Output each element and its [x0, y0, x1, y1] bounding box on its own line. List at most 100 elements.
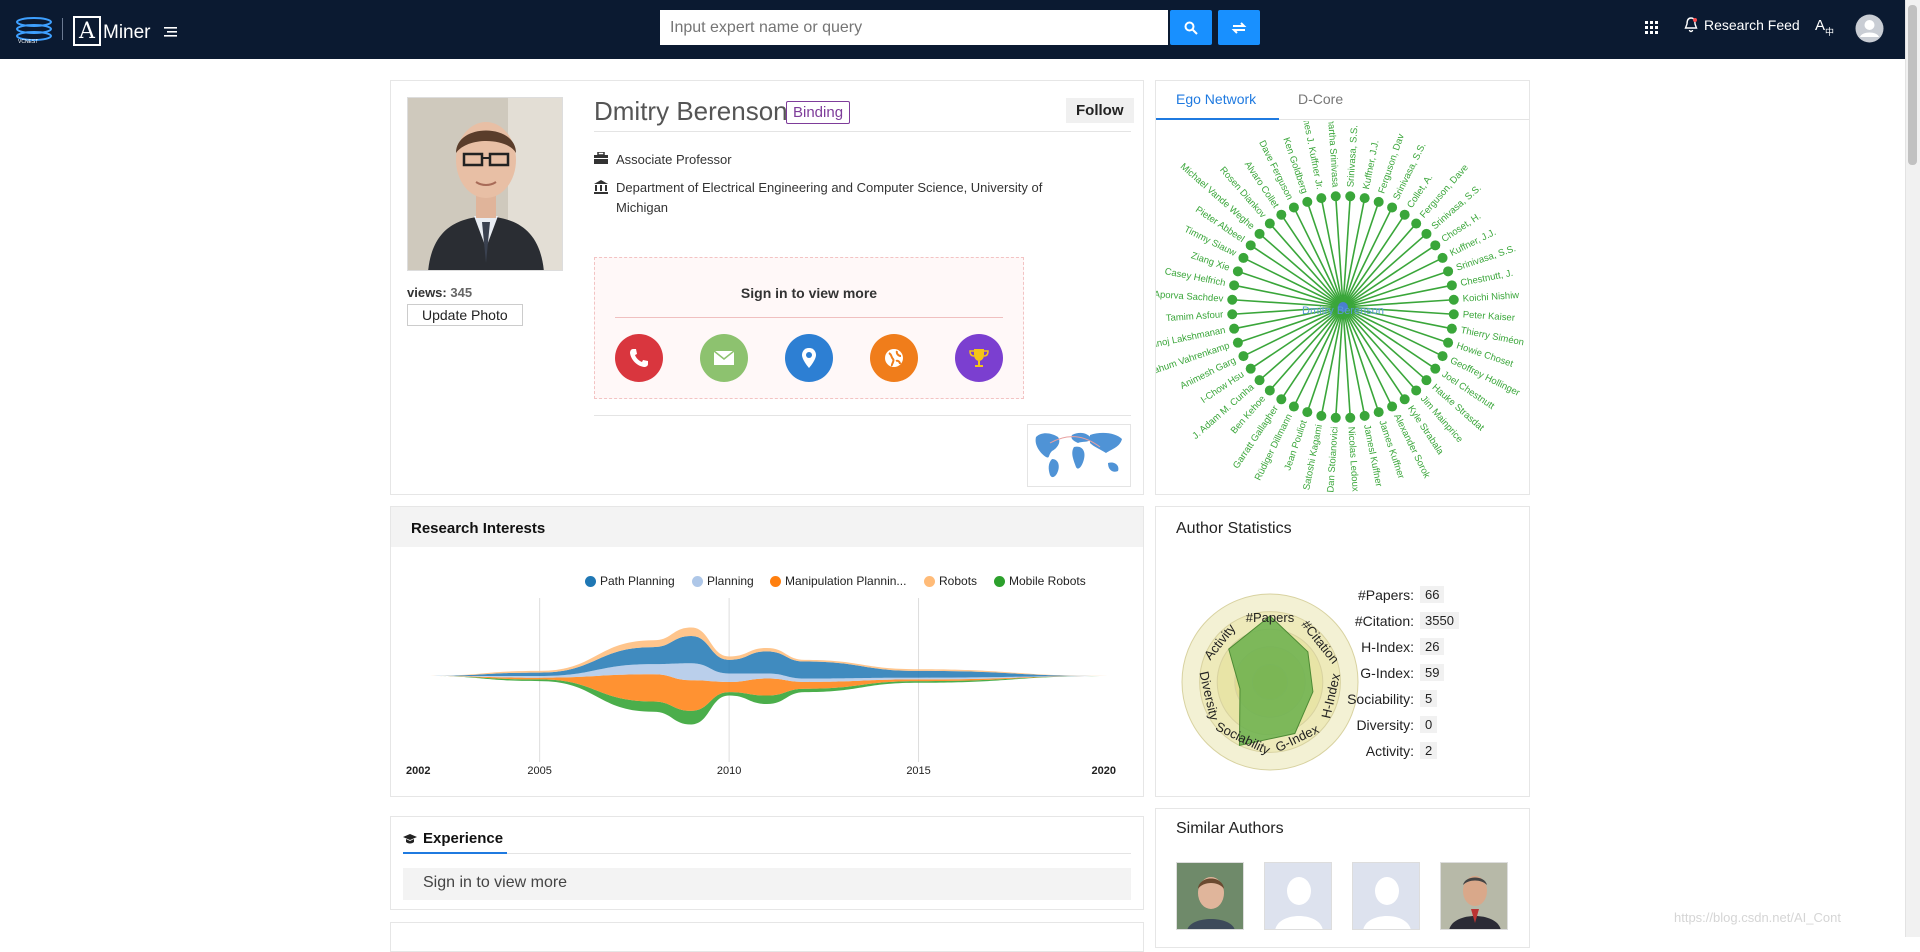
streamgraph-layer[interactable]: [426, 676, 1108, 725]
ego-network-node[interactable]: [1238, 351, 1249, 362]
ego-network-node[interactable]: [1227, 309, 1238, 320]
search-input[interactable]: [660, 10, 1168, 45]
research-feed-link[interactable]: Research Feed: [1684, 17, 1800, 33]
legend-path-planning[interactable]: Path Planning: [585, 574, 675, 588]
ego-network-node[interactable]: [1276, 394, 1287, 405]
ego-network-node[interactable]: [1421, 375, 1432, 386]
ego-network-node[interactable]: [1345, 191, 1356, 202]
ego-network-node[interactable]: [1238, 252, 1249, 263]
ego-network-node[interactable]: [1316, 193, 1327, 204]
ego-network-node[interactable]: [1411, 385, 1422, 396]
tab-ego-network[interactable]: Ego Network: [1176, 91, 1257, 107]
ego-network-node[interactable]: [1302, 407, 1313, 418]
world-map-thumbnail[interactable]: [1027, 424, 1131, 487]
similar-author-avatar[interactable]: [1176, 862, 1244, 930]
ego-network-node[interactable]: [1359, 193, 1370, 204]
follow-button[interactable]: Follow: [1066, 98, 1134, 123]
streamgraph-layers[interactable]: [426, 627, 1108, 725]
phone-button[interactable]: [615, 334, 663, 382]
ego-network-node[interactable]: [1245, 240, 1256, 251]
ego-network-node[interactable]: [1430, 240, 1441, 251]
streamgraph-layer[interactable]: [426, 663, 1108, 682]
ego-network-node[interactable]: [1437, 252, 1448, 263]
location-button[interactable]: [785, 334, 833, 382]
ego-network-node[interactable]: [1276, 209, 1287, 220]
ego-network-node[interactable]: [1316, 410, 1327, 421]
scrollbar-thumb[interactable]: [1908, 5, 1917, 165]
ego-network-node[interactable]: [1359, 410, 1370, 421]
ego-network-node[interactable]: [1330, 412, 1341, 423]
ego-network-node-label[interactable]: Srinivasa, S.S.: [1345, 125, 1360, 188]
aminer-logo[interactable]: A Miner: [73, 12, 151, 46]
page-scrollbar[interactable]: [1905, 0, 1920, 937]
search-button[interactable]: [1170, 10, 1212, 45]
ego-network-node[interactable]: [1437, 351, 1448, 362]
ego-network-node[interactable]: [1443, 337, 1454, 348]
ego-network-node[interactable]: [1448, 294, 1459, 305]
legend-planning[interactable]: Planning: [692, 574, 754, 588]
ego-network-node[interactable]: [1446, 323, 1457, 334]
update-photo-button[interactable]: Update Photo: [407, 304, 523, 326]
ego-network-node[interactable]: [1229, 323, 1240, 334]
menu-icon[interactable]: [164, 27, 177, 37]
legend-manipulation-planning[interactable]: Manipulation Plannin...: [770, 574, 906, 588]
ego-network-node[interactable]: [1288, 401, 1299, 412]
similar-author-avatar[interactable]: [1440, 862, 1508, 930]
similar-author-avatar[interactable]: [1264, 862, 1332, 930]
ego-network-node[interactable]: [1387, 401, 1398, 412]
ego-network-node[interactable]: [1264, 385, 1275, 396]
legend-robots[interactable]: Robots: [924, 574, 977, 588]
ego-network-node[interactable]: [1446, 280, 1457, 291]
ego-network-node[interactable]: [1288, 202, 1299, 213]
ego-network-node[interactable]: [1254, 228, 1265, 239]
ego-network-node[interactable]: [1399, 209, 1410, 220]
ego-network-node[interactable]: [1330, 191, 1341, 202]
legend-mobile-robots[interactable]: Mobile Robots: [994, 574, 1086, 588]
ego-network-center-node[interactable]: [1338, 302, 1348, 312]
ego-network-node[interactable]: [1232, 266, 1243, 277]
tab-d-core[interactable]: D-Core: [1298, 91, 1344, 107]
ego-network-node[interactable]: [1345, 412, 1356, 423]
ego-network-node[interactable]: [1399, 394, 1410, 405]
ego-network-node[interactable]: [1264, 218, 1275, 229]
ego-network-node[interactable]: [1254, 375, 1265, 386]
email-button[interactable]: [700, 334, 748, 382]
contact-sign-in-link[interactable]: Sign in to view more: [740, 285, 878, 301]
homepage-button[interactable]: [870, 334, 918, 382]
ego-network-graph[interactable]: Srinivasa, S.S. Kuffner, J.J.Ferguson, Da…: [1156, 121, 1529, 494]
ego-network-node[interactable]: [1443, 266, 1454, 277]
ego-network-node[interactable]: [1232, 337, 1243, 348]
ego-network-node-label[interactable]: Koichi Nishiw: [1462, 290, 1519, 305]
research-interests-streamgraph[interactable]: 2002 2005 2010 2015 2020: [391, 590, 1143, 790]
awards-button[interactable]: [955, 334, 1003, 382]
apps-grid-icon[interactable]: [1645, 21, 1659, 35]
ego-network-node-label[interactable]: Tamim Asfour: [1165, 309, 1223, 324]
ego-network-node-label[interactable]: Peter Kaiser: [1462, 309, 1515, 323]
ego-network-node-label[interactable]: Chestnutt, J.: [1460, 268, 1514, 289]
ego-network-node[interactable]: [1245, 363, 1256, 374]
ego-network-node[interactable]: [1229, 280, 1240, 291]
ego-network-node[interactable]: [1227, 294, 1238, 305]
author-statistics-radar[interactable]: #Papers #CitationH-IndexG-IndexSociabilit…: [1170, 582, 1370, 782]
ego-network-node[interactable]: [1302, 196, 1313, 207]
ego-network-node-label[interactable]: Aporva Sachdev: [1156, 289, 1224, 305]
similar-author-avatar[interactable]: [1352, 862, 1420, 930]
ego-network-node[interactable]: [1430, 363, 1441, 374]
ego-network-node[interactable]: [1387, 202, 1398, 213]
ego-network-node[interactable]: [1373, 196, 1384, 207]
ego-network-node[interactable]: [1373, 407, 1384, 418]
ego-network-node-label[interactable]: Dan Stoianovici: [1325, 426, 1340, 493]
aminer-wave-logo[interactable]: VCNEST: [14, 14, 54, 44]
ego-network-node-label[interactable]: Nicolas Ledoux: [1345, 426, 1360, 492]
switch-search-button[interactable]: [1218, 10, 1260, 45]
streamgraph-layer[interactable]: [426, 674, 1108, 711]
ego-network-node[interactable]: [1421, 228, 1432, 239]
ego-network-node[interactable]: [1411, 218, 1422, 229]
binding-badge[interactable]: Binding: [786, 101, 851, 124]
user-avatar-icon[interactable]: [1855, 14, 1884, 43]
ego-network-node-label[interactable]: Siddhartha Srinivasa: [1324, 121, 1341, 188]
streamgraph-layer[interactable]: [426, 636, 1108, 679]
experience-sign-in[interactable]: Sign in to view more: [403, 868, 1131, 900]
ego-network-node[interactable]: [1448, 309, 1459, 320]
